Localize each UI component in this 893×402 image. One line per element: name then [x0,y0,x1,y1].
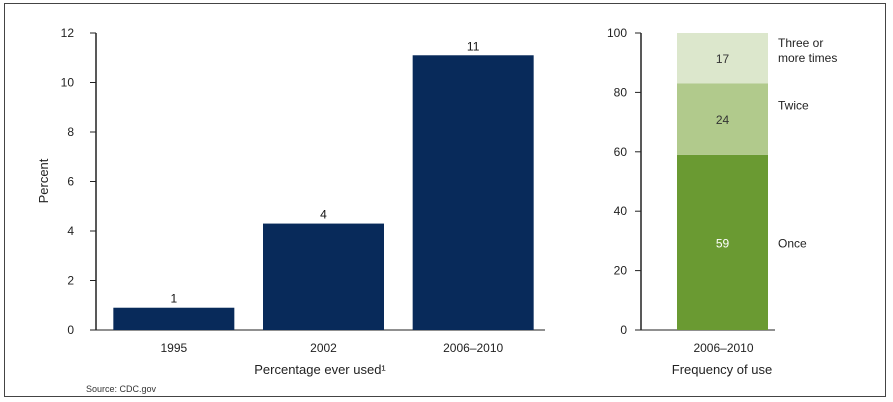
x-category-label: 2006–2010 [693,341,753,355]
right-stacked-bar: 59 24 17 2006–2010 [677,33,768,355]
left-bars: 1 1995 4 2002 11 2006–2010 [113,39,534,355]
left-y-tick-label: 4 [67,224,74,238]
bar-2 [263,223,384,330]
right-y-tick-label: 40 [614,204,628,218]
bar-1 [113,307,235,330]
x-category-label: 2006–2010 [443,341,503,355]
left-y-axis-title: Percent [36,158,51,203]
right-y-tick-label: 100 [607,26,627,40]
left-x-axis-title: Percentage ever used¹ [254,362,386,377]
right-y-tick-label: 60 [614,145,628,159]
stack-segment-2 [677,83,768,155]
source-note: Source: CDC.gov [86,384,157,394]
left-y-ticks: 0 2 4 6 8 10 12 [61,26,96,337]
left-y-tick-label: 12 [61,26,75,40]
bar-value-label: 11 [467,39,480,53]
right-y-tick-label: 0 [620,323,627,337]
bar-value-label: 1 [170,292,177,306]
right-y-tick-label: 80 [614,85,628,99]
stack-segment-1 [677,154,768,330]
legend-label: Once [778,236,807,250]
legend-label-line: more times [778,51,837,65]
left-y-tick-label: 10 [61,76,75,90]
left-y-tick-label: 2 [67,274,74,288]
segment-value-label: 24 [716,113,730,127]
left-y-tick-label: 0 [67,323,74,337]
segment-value-label: 59 [716,236,730,250]
x-category-label: 1995 [160,341,187,355]
right-y-ticks: 0 20 40 60 80 100 [607,26,641,337]
left-y-tick-label: 6 [67,175,74,189]
segment-value-label: 17 [716,52,730,66]
legend-label: Twice [778,98,809,112]
stack-segment-3 [677,33,768,84]
right-y-tick-label: 20 [614,264,628,278]
x-category-label: 2002 [310,341,337,355]
bar-value-label: 4 [320,208,327,222]
bar-3 [412,55,534,331]
left-y-tick-label: 8 [67,125,74,139]
legend-label-line: Three or [778,36,823,50]
right-x-axis-title: Frequency of use [672,362,772,377]
